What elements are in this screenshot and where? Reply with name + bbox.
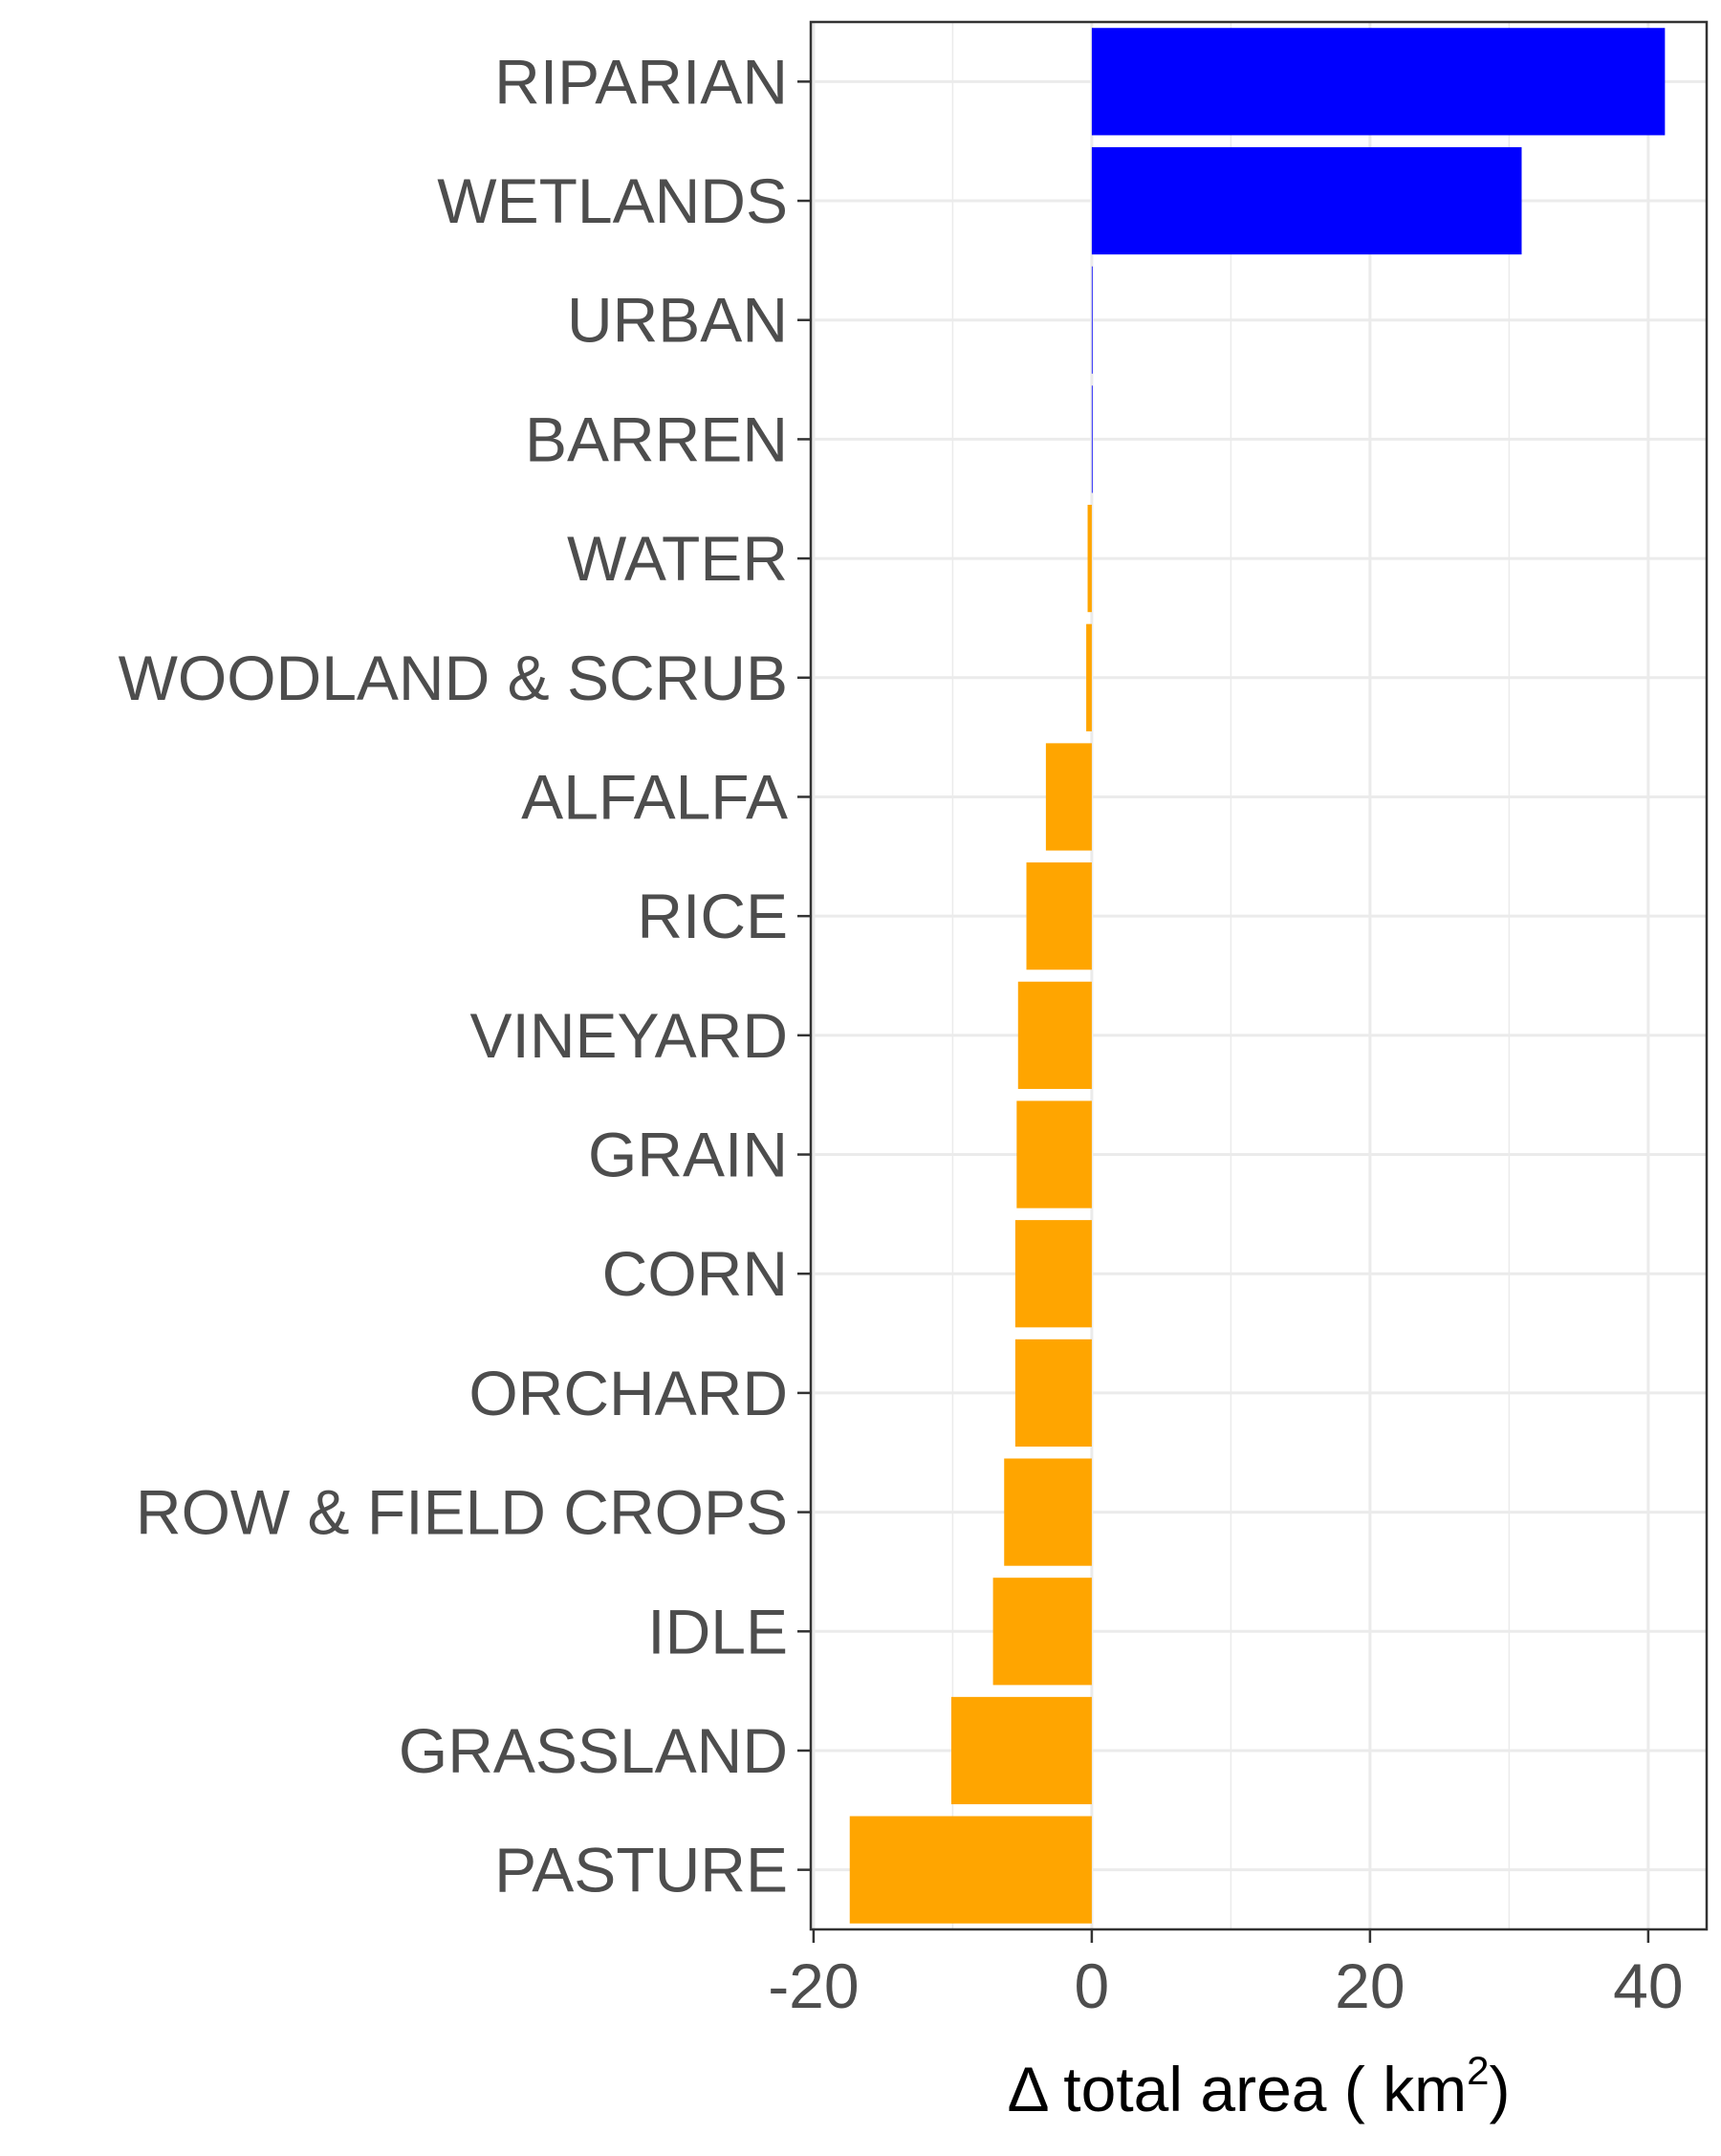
bar-barren xyxy=(1091,385,1093,493)
y-tick-label: WETLANDS xyxy=(437,165,788,236)
bar-pasture xyxy=(849,1816,1092,1924)
y-tick-label: WOODLAND & SCRUB xyxy=(119,642,788,713)
x-axis-title: Δ total area ( km2) xyxy=(1008,2048,1511,2124)
bar-grain xyxy=(1016,1100,1092,1209)
y-tick-label: ORCHARD xyxy=(468,1358,788,1428)
bar-idle xyxy=(992,1578,1092,1686)
bar-grassland xyxy=(950,1696,1092,1805)
x-axis-title-main: Δ total area ( km xyxy=(1008,2054,1468,2124)
x-tick-label: 40 xyxy=(1613,1950,1683,2021)
y-tick-label: PASTURE xyxy=(494,1835,788,1906)
y-tick-label: URBAN xyxy=(567,285,788,356)
y-tick-label: CORN xyxy=(602,1238,788,1309)
bar-water xyxy=(1087,504,1092,613)
grid-layer xyxy=(811,22,1707,1929)
y-tick-label: WATER xyxy=(567,523,788,594)
bar-urban xyxy=(1091,266,1093,374)
y-tick-label: ALFALFA xyxy=(521,761,788,832)
bar-orchard xyxy=(1014,1339,1092,1448)
y-tick-label: BARREN xyxy=(525,403,788,474)
y-tick-label: GRASSLAND xyxy=(399,1715,788,1786)
x-tick-label: 0 xyxy=(1075,1950,1110,2021)
axes-layer: RIPARIAN WETLANDS URBAN BARREN WATER WOODLAND… xyxy=(119,20,1709,2021)
x-tick-label: -20 xyxy=(768,1950,859,2021)
x-tick-label: 20 xyxy=(1335,1950,1405,2021)
x-axis-title-suffix: ) xyxy=(1489,2054,1510,2124)
bar-woodland-scrub xyxy=(1086,623,1092,731)
bar-wetlands xyxy=(1091,146,1522,255)
x-axis-title-superscript: 2 xyxy=(1467,2048,1489,2093)
y-tick-label: IDLE xyxy=(647,1596,788,1666)
bar-corn xyxy=(1014,1220,1092,1328)
bar-row-field-crops xyxy=(1004,1458,1092,1566)
bar-riparian xyxy=(1091,28,1666,136)
bar-vineyard xyxy=(1017,981,1092,1089)
y-tick-label: VINEYARD xyxy=(469,1000,788,1071)
y-tick-label: RICE xyxy=(637,881,788,951)
bar-rice xyxy=(1026,862,1092,970)
y-tick-label: ROW & FIELD CROPS xyxy=(136,1477,788,1548)
bars-layer xyxy=(849,28,1666,1924)
plot-panel-border xyxy=(809,20,1709,1931)
bar-alfalfa xyxy=(1045,743,1092,851)
y-tick-label: GRAIN xyxy=(588,1120,788,1190)
y-tick-label: RIPARIAN xyxy=(494,46,788,117)
